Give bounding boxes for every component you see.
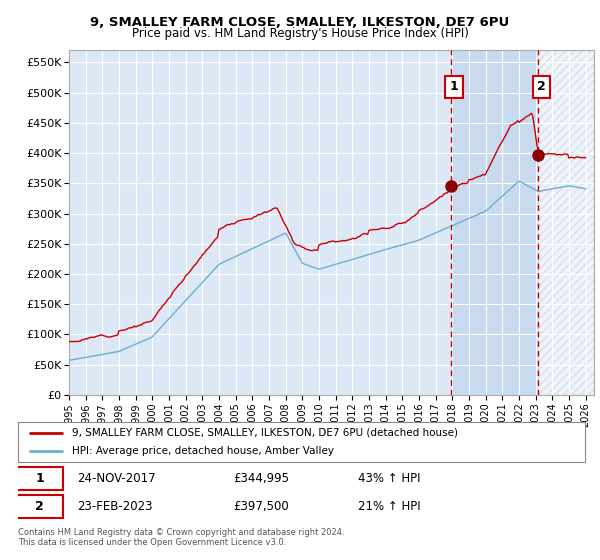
- Text: 2: 2: [35, 500, 44, 514]
- Text: 9, SMALLEY FARM CLOSE, SMALLEY, ILKESTON, DE7 6PU: 9, SMALLEY FARM CLOSE, SMALLEY, ILKESTON…: [91, 16, 509, 29]
- Bar: [538, 50, 594, 395]
- Text: 21% ↑ HPI: 21% ↑ HPI: [358, 500, 421, 514]
- Text: HPI: Average price, detached house, Amber Valley: HPI: Average price, detached house, Ambe…: [72, 446, 334, 456]
- Text: 1: 1: [35, 472, 44, 485]
- Text: 1: 1: [449, 80, 458, 93]
- Bar: [451, 50, 538, 395]
- Text: 24-NOV-2017: 24-NOV-2017: [77, 472, 156, 485]
- FancyBboxPatch shape: [15, 467, 64, 490]
- Text: Contains HM Land Registry data © Crown copyright and database right 2024.
This d: Contains HM Land Registry data © Crown c…: [18, 528, 344, 547]
- Text: 9, SMALLEY FARM CLOSE, SMALLEY, ILKESTON, DE7 6PU (detached house): 9, SMALLEY FARM CLOSE, SMALLEY, ILKESTON…: [72, 428, 458, 437]
- Text: 43% ↑ HPI: 43% ↑ HPI: [358, 472, 421, 485]
- Text: Price paid vs. HM Land Registry's House Price Index (HPI): Price paid vs. HM Land Registry's House …: [131, 27, 469, 40]
- Text: 23-FEB-2023: 23-FEB-2023: [77, 500, 153, 514]
- Text: £344,995: £344,995: [233, 472, 289, 485]
- FancyBboxPatch shape: [15, 496, 64, 519]
- Text: £397,500: £397,500: [233, 500, 289, 514]
- Text: 2: 2: [537, 80, 546, 93]
